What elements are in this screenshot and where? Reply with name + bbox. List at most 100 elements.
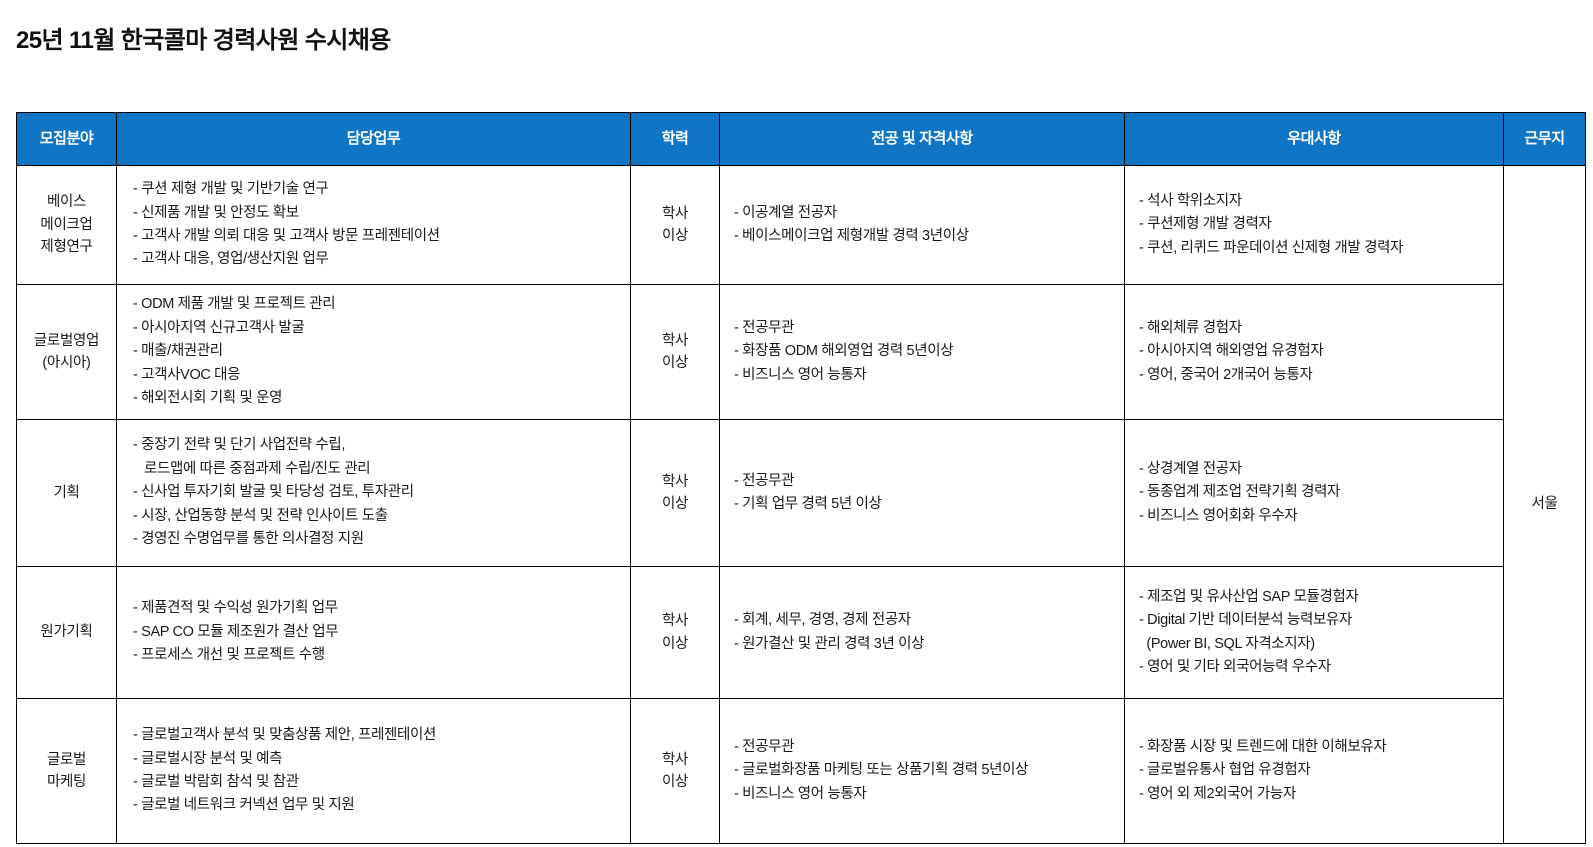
table-header-row: 모집분야 담당업무 학력 전공 및 자격사항 우대사항 근무지 [16, 112, 1586, 166]
column-header-education: 학력 [630, 112, 720, 166]
list-item: - 제품견적 및 수익성 원가기획 업무 [133, 600, 338, 617]
cell-major-qualification: - 전공무관 - 기획 업무 경력 5년 이상 [719, 419, 1125, 567]
cell-duty: - 제품견적 및 수익성 원가기획 업무 - SAP CO 모듈 제조원가 결산 … [116, 566, 631, 699]
cell-major-qualification-list: - 회계, 세무, 경영, 경제 전공자 - 원가결산 및 관리 경력 3년 이상 [720, 609, 1124, 656]
cell-duty: - 중장기 전략 및 단기 사업전략 수립, 로드맵에 따른 중점과제 수립/진… [116, 419, 631, 567]
recruitment-table-container: 모집분야 담당업무 학력 전공 및 자격사항 우대사항 근무지 베이스 메이크업… [16, 112, 1586, 844]
list-item: - 고객사VOC 대응 [133, 366, 241, 383]
list-item: - SAP CO 모듈 제조원가 결산 업무 [133, 623, 339, 640]
list-item: - 이공계열 전공자 [734, 204, 837, 221]
cell-education: 학사 이상 [630, 566, 720, 699]
cell-preference: - 화장품 시장 및 트렌드에 대한 이해보유자 - 글로벌유통사 협업 유경험자… [1124, 698, 1504, 844]
column-header-duty: 담당업무 [116, 112, 631, 166]
list-item: - 중장기 전략 및 단기 사업전략 수립, 로드맵에 따른 중점과제 수립/진… [133, 437, 371, 477]
cell-work-location: 서울 [1503, 165, 1586, 844]
cell-education: 학사 이상 [630, 284, 720, 420]
list-item: - 쿠션제형 개발 경력자 [1139, 216, 1272, 233]
list-item: - 석사 학위소지자 [1139, 192, 1242, 209]
cell-preference-list: - 제조업 및 유사산업 SAP 모듈경험자 - Digital 기반 데이터분석… [1125, 586, 1503, 680]
list-item: - 시장, 산업동향 분석 및 전략 인사이트 도출 [133, 507, 388, 524]
cell-duty: - 쿠션 제형 개발 및 기반기술 연구 - 신제품 개발 및 안정도 확보 - 고… [116, 165, 631, 285]
column-header-preference: 우대사항 [1124, 112, 1504, 166]
list-item: - 고객사 개발 의뢰 대응 및 고객사 방문 프레젠테이션 [133, 228, 440, 244]
table-header: 모집분야 담당업무 학력 전공 및 자격사항 우대사항 근무지 [16, 112, 1586, 166]
cell-recruit-field: 베이스 메이크업 제형연구 [16, 165, 117, 285]
cell-preference-list: - 상경계열 전공자 - 동종업계 제조업 전략기획 경력자 - 비즈니스 영어회화… [1125, 458, 1503, 528]
list-item: - 베이스메이크업 제형개발 경력 3년이상 [734, 228, 969, 244]
list-item: - 제조업 및 유사산업 SAP 모듈경험자 [1139, 588, 1359, 605]
list-item: - 글로벌유통사 협업 유경험자 [1139, 762, 1311, 779]
cell-major-qualification: - 회계, 세무, 경영, 경제 전공자 - 원가결산 및 관리 경력 3년 이상 [719, 566, 1125, 699]
cell-education: 학사 이상 [630, 419, 720, 567]
list-item: - 전공무관 [734, 319, 795, 336]
cell-preference-list: - 화장품 시장 및 트렌드에 대한 이해보유자 - 글로벌유통사 협업 유경험자… [1125, 736, 1503, 806]
table-row: 원가기획 - 제품견적 및 수익성 원가기획 업무 - SAP CO 모듈 제조원가… [16, 566, 1586, 699]
cell-duty-list: - ODM 제품 개발 및 프로젝트 관리 - 아시아지역 신규고객사 발굴 - 매… [117, 293, 630, 410]
cell-preference: - 상경계열 전공자 - 동종업계 제조업 전략기획 경력자 - 비즈니스 영어회화… [1124, 419, 1504, 567]
cell-preference: - 해외체류 경험자 - 아시아지역 해외영업 유경험자 - 영어, 중국어 2개국… [1124, 284, 1504, 420]
column-header-major: 전공 및 자격사항 [719, 112, 1125, 166]
list-item: - 글로벌고객사 분석 및 맞춤상품 제안, 프레젠테이션 [133, 727, 437, 744]
list-item: - 매출/채권관리 [133, 343, 223, 360]
list-item: - 글로벌 박람회 참석 및 참관 [133, 774, 299, 790]
column-header-field: 모집분야 [16, 112, 117, 166]
cell-duty: - 글로벌고객사 분석 및 맞춤상품 제안, 프레젠테이션 - 글로벌시장 분석 … [116, 698, 631, 844]
list-item: - 회계, 세무, 경영, 경제 전공자 [734, 612, 911, 629]
cell-major-qualification-list: - 이공계열 전공자 - 베이스메이크업 제형개발 경력 3년이상 [720, 202, 1124, 249]
list-item: - 경영진 수명업무를 통한 의사결정 지원 [133, 531, 364, 548]
table-row: 베이스 메이크업 제형연구 - 쿠션 제형 개발 및 기반기술 연구 - 신제품 개… [16, 165, 1586, 844]
list-item: - 글로벌시장 분석 및 예측 [133, 750, 283, 767]
cell-recruit-field: 글로벌 마케팅 [16, 698, 117, 844]
list-item: - ODM 제품 개발 및 프로젝트 관리 [133, 296, 336, 313]
list-item: - 신사업 투자기회 발굴 및 타당성 검토, 투자관리 [133, 484, 414, 501]
cell-recruit-field: 글로벌영업 (아시아) [16, 284, 117, 420]
list-item: - 쿠션 제형 개발 및 기반기술 연구 [133, 181, 329, 198]
cell-major-qualification: - 이공계열 전공자 - 베이스메이크업 제형개발 경력 3년이상 [719, 165, 1125, 285]
list-item: - 해외체류 경험자 [1139, 319, 1242, 336]
cell-education: 학사 이상 [630, 698, 720, 844]
list-item: - 글로벌 네트워크 커넥션 업무 및 지원 [133, 797, 355, 814]
list-item: - 아시아지역 신규고객사 발굴 [133, 319, 305, 336]
cell-major-qualification-list: - 전공무관 - 화장품 ODM 해외영업 경력 5년이상 - 비즈니스 영어 능통… [720, 317, 1124, 387]
cell-duty-list: - 중장기 전략 및 단기 사업전략 수립, 로드맵에 따른 중점과제 수립/진… [117, 434, 630, 551]
list-item: - 기획 업무 경력 5년 이상 [734, 496, 882, 512]
page-title: 25년 11월 한국콜마 경력사원 수시채용 [16, 27, 391, 54]
list-item: - 상경계열 전공자 [1139, 460, 1242, 477]
column-header-location: 근무지 [1503, 112, 1586, 166]
cell-major-qualification-list: - 전공무관 - 글로벌화장품 마케팅 또는 상품기획 경력 5년이상 - 비즈니스… [720, 736, 1124, 806]
list-item: - 고객사 대응, 영업/생산지원 업무 [133, 251, 329, 268]
cell-preference-list: - 해외체류 경험자 - 아시아지역 해외영업 유경험자 - 영어, 중국어 2개국… [1125, 317, 1503, 387]
cell-recruit-field: 기획 [16, 419, 117, 567]
cell-major-qualification-list: - 전공무관 - 기획 업무 경력 5년 이상 [720, 470, 1124, 517]
cell-preference-list: - 석사 학위소지자 - 쿠션제형 개발 경력자 - 쿠션, 리퀴드 파운데이션 신… [1125, 190, 1503, 260]
list-item: - 아시아지역 해외영업 유경험자 [1139, 343, 1324, 360]
cell-duty-list: - 글로벌고객사 분석 및 맞춤상품 제안, 프레젠테이션 - 글로벌시장 분석 … [117, 724, 630, 818]
cell-preference: - 석사 학위소지자 - 쿠션제형 개발 경력자 - 쿠션, 리퀴드 파운데이션 신… [1124, 165, 1504, 285]
list-item: - 전공무관 [734, 738, 795, 755]
cell-preference: - 제조업 및 유사산업 SAP 모듈경험자 - Digital 기반 데이터분석… [1124, 566, 1504, 699]
list-item: - 비즈니스 영어 능통자 [734, 785, 867, 802]
cell-education: 학사 이상 [630, 165, 720, 285]
list-item: - 동종업계 제조업 전략기획 경력자 [1139, 484, 1341, 501]
list-item: - 영어 및 기타 외국어능력 우수자 [1139, 658, 1331, 675]
list-item: - 신제품 개발 및 안정도 확보 [133, 204, 299, 221]
table-row: 기획 - 중장기 전략 및 단기 사업전략 수립, 로드맵에 따른 중점과제 수립… [16, 419, 1586, 567]
list-item: - 글로벌화장품 마케팅 또는 상품기획 경력 5년이상 [734, 762, 1029, 779]
list-item: - 영어, 중국어 2개국어 능통자 [1139, 366, 1313, 383]
list-item: - 비즈니스 영어 능통자 [734, 366, 867, 383]
table-body: 베이스 메이크업 제형연구 - 쿠션 제형 개발 및 기반기술 연구 - 신제품 개… [16, 165, 1586, 844]
list-item: - 전공무관 [734, 472, 795, 489]
cell-duty-list: - 제품견적 및 수익성 원가기획 업무 - SAP CO 모듈 제조원가 결산 … [117, 597, 630, 667]
list-item: - 비즈니스 영어회화 우수자 [1139, 507, 1298, 524]
cell-major-qualification: - 전공무관 - 화장품 ODM 해외영업 경력 5년이상 - 비즈니스 영어 능통… [719, 284, 1125, 420]
list-item: - Digital 기반 데이터분석 능력보유자 (Power BI, SQL … [1139, 612, 1352, 652]
list-item: - 화장품 시장 및 트렌드에 대한 이해보유자 [1139, 738, 1387, 755]
cell-duty: - ODM 제품 개발 및 프로젝트 관리 - 아시아지역 신규고객사 발굴 - 매… [116, 284, 631, 420]
list-item: - 화장품 ODM 해외영업 경력 5년이상 [734, 343, 954, 360]
list-item: - 해외전시회 기획 및 운영 [133, 390, 283, 407]
list-item: - 영어 외 제2외국어 가능자 [1139, 785, 1296, 802]
list-item: - 쿠션, 리퀴드 파운데이션 신제형 개발 경력자 [1139, 239, 1404, 256]
recruitment-table: 모집분야 담당업무 학력 전공 및 자격사항 우대사항 근무지 베이스 메이크업… [16, 112, 1586, 844]
cell-recruit-field: 원가기획 [16, 566, 117, 699]
